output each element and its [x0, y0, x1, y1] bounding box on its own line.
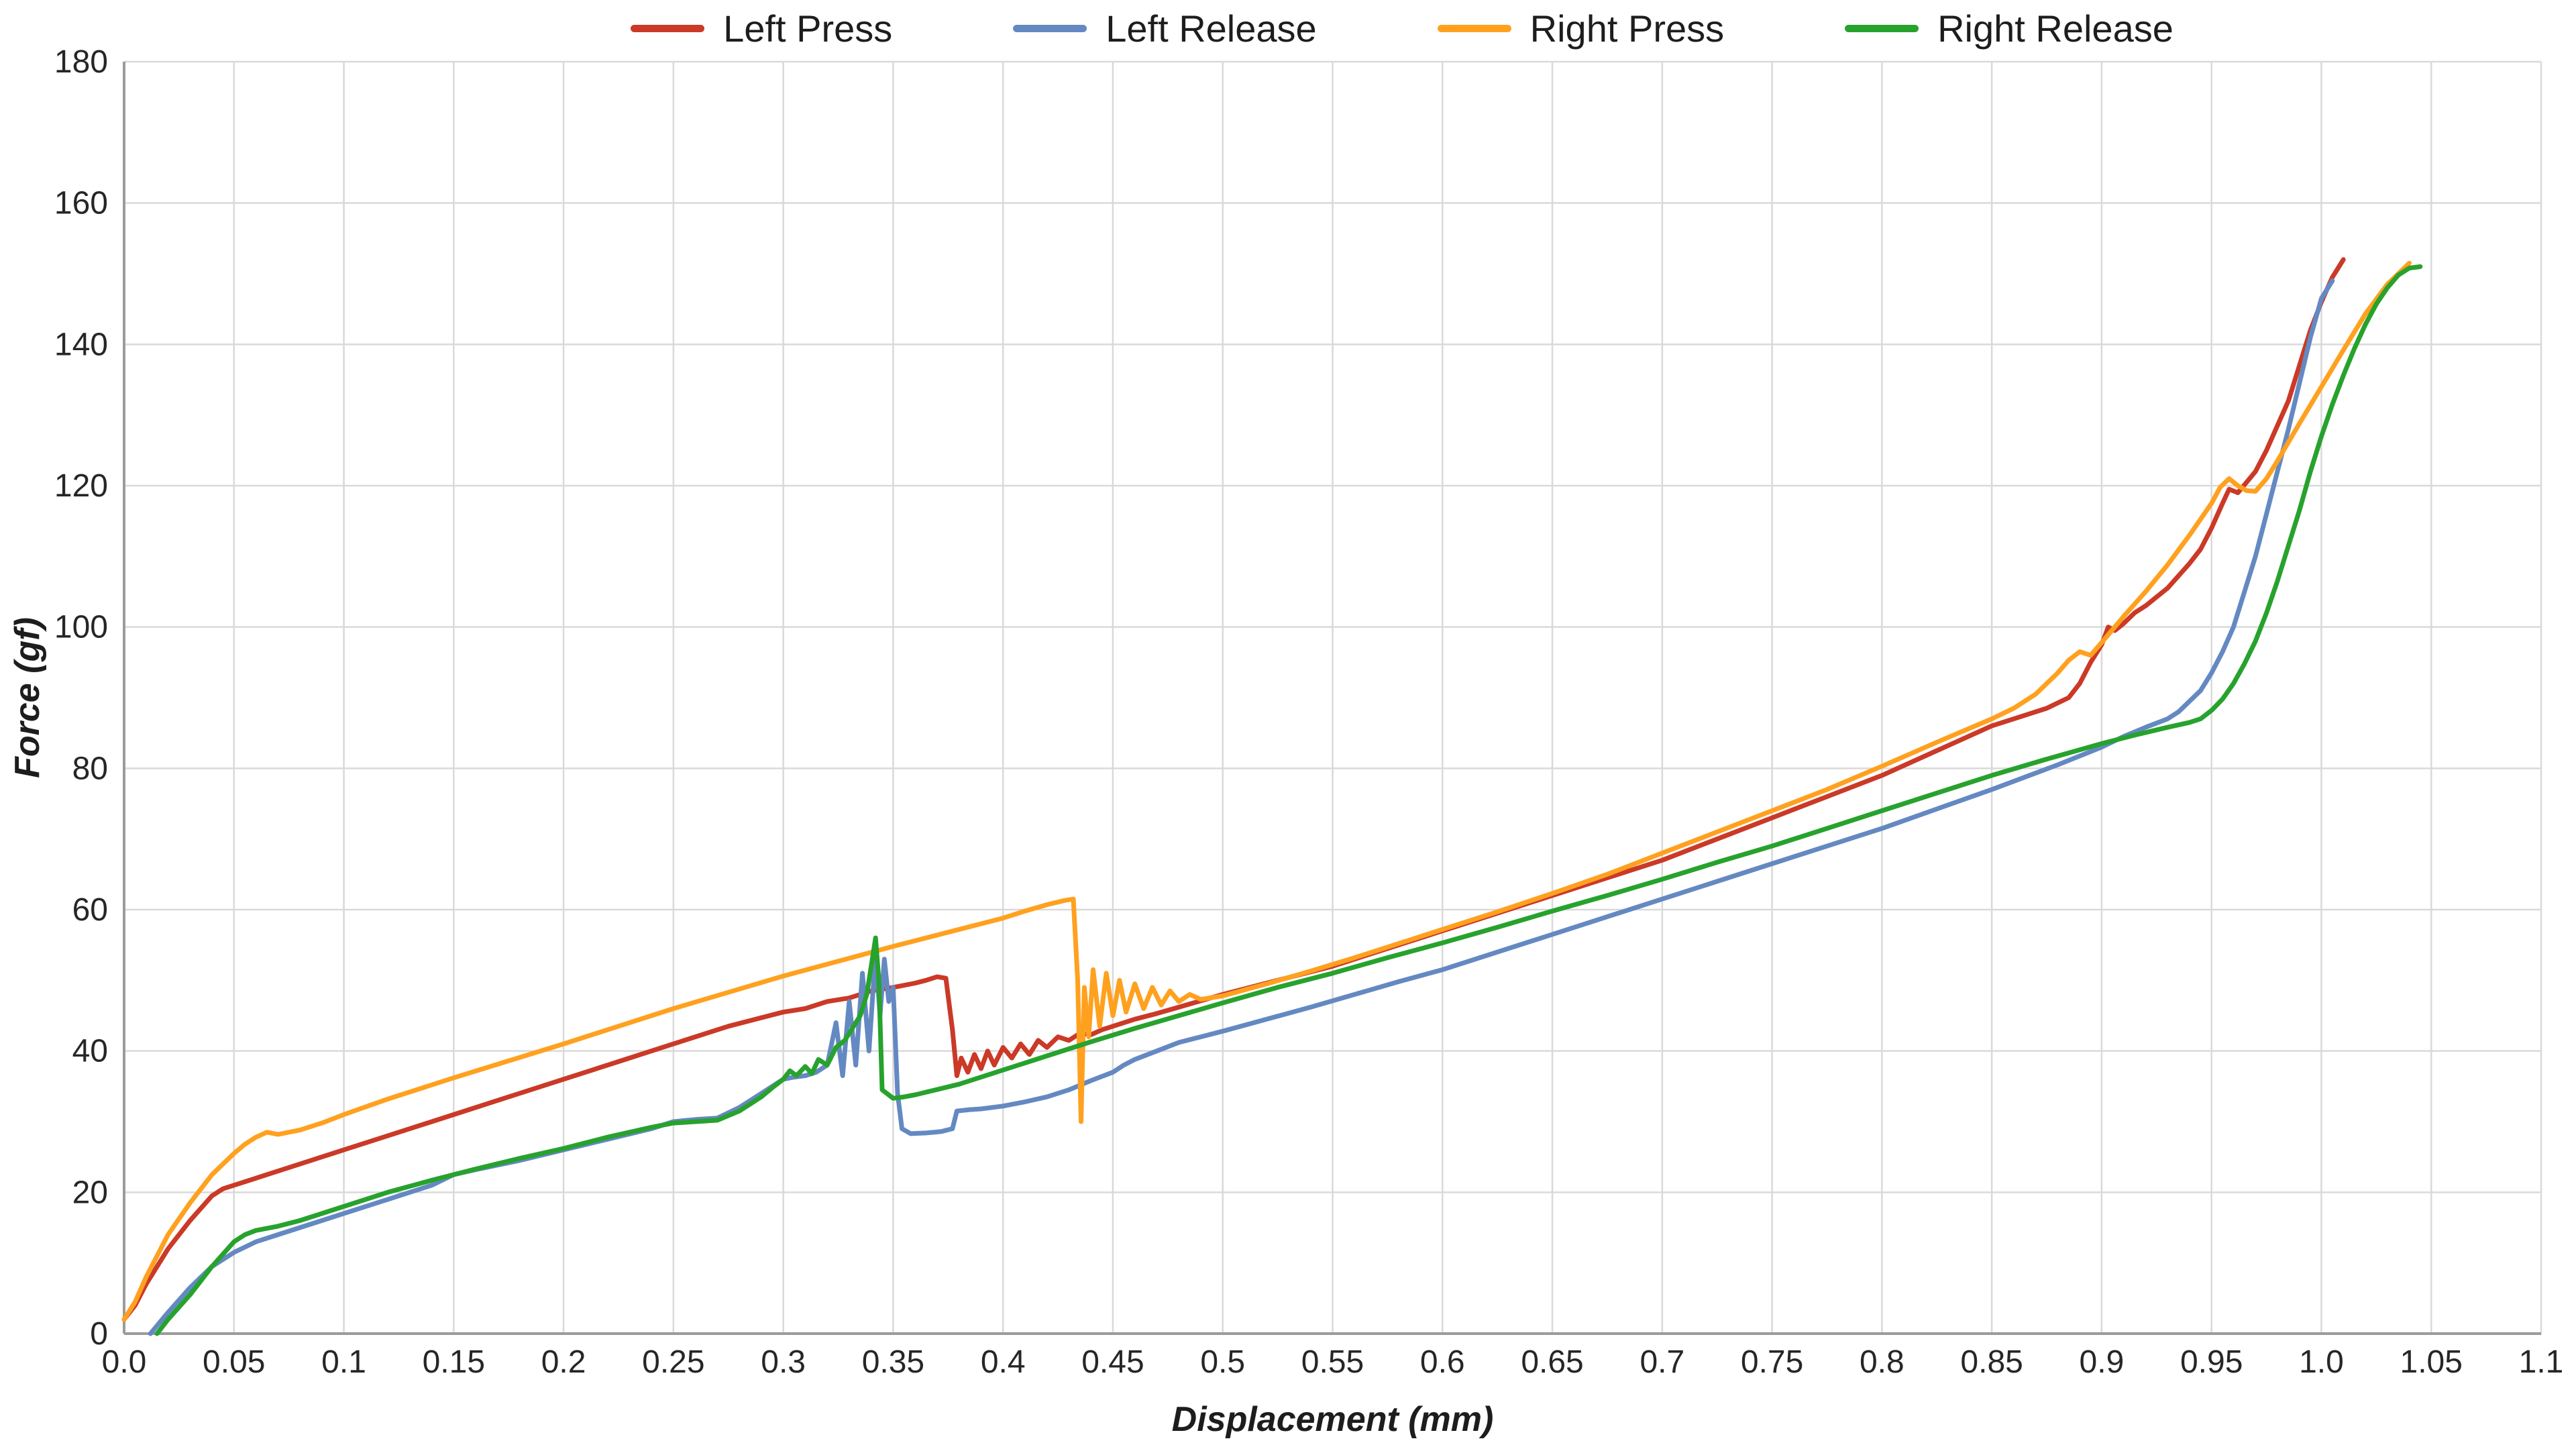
- legend-swatch-left-press: [631, 25, 705, 32]
- x-tick-label: 1.05: [2400, 1344, 2463, 1380]
- x-tick-label: 0.5: [1200, 1344, 1245, 1380]
- series-line-right-release: [154, 264, 2423, 1336]
- axis-lines: [123, 62, 2541, 1335]
- x-tick-label: 0.85: [1960, 1344, 2023, 1380]
- x-tick-label: 0.6: [1420, 1344, 1465, 1380]
- x-tick-label: 0.0: [102, 1344, 147, 1380]
- x-tick-label: 1.1: [2519, 1344, 2564, 1380]
- x-tick-label: 0.4: [981, 1344, 1026, 1380]
- x-tick-label: 0.2: [541, 1344, 586, 1380]
- x-tick-label: 0.15: [423, 1344, 485, 1380]
- x-tick-label: 0.05: [203, 1344, 265, 1380]
- legend-item-right-release[interactable]: Right Release: [1845, 7, 2174, 50]
- x-tick-label: 0.75: [1741, 1344, 1803, 1380]
- y-tick-label: 120: [54, 468, 108, 504]
- legend-label-left-release: Left Release: [1106, 7, 1317, 50]
- y-tick-label: 40: [72, 1034, 108, 1069]
- y-axis-title: Force (gf): [8, 617, 48, 778]
- x-axis-tick-labels: 0.0 0.05 0.1 0.15 0.2 0.25 0.3 0.35 0.4 0.45 0.5 0.…: [102, 1344, 2564, 1380]
- y-tick-label: 0: [90, 1316, 108, 1352]
- y-tick-label: 60: [72, 892, 108, 928]
- series-lines: [121, 257, 2423, 1336]
- y-tick-label: 20: [72, 1175, 108, 1210]
- y-tick-label: 80: [72, 751, 108, 786]
- y-tick-label: 160: [54, 186, 108, 221]
- chart-legend: Left Press Left Release Right Press Right R…: [114, 7, 2576, 50]
- legend-swatch-right-release: [1845, 25, 1919, 32]
- y-axis-title-box: Force (gf): [4, 62, 51, 1334]
- x-tick-label: 0.8: [1860, 1344, 1904, 1380]
- x-tick-label: 0.7: [1640, 1344, 1684, 1380]
- x-tick-label: 0.95: [2180, 1344, 2243, 1380]
- legend-label-right-press: Right Press: [1529, 7, 1725, 50]
- series-line-right-press: [121, 260, 2412, 1322]
- x-tick-label: 0.45: [1081, 1344, 1144, 1380]
- legend-label-left-press: Left Press: [723, 7, 893, 50]
- legend-swatch-left-release: [1013, 25, 1087, 32]
- series-line-left-release: [148, 278, 2335, 1336]
- x-axis-title: Displacement (mm): [1171, 1400, 1494, 1439]
- x-tick-label: 0.25: [642, 1344, 704, 1380]
- y-axis-tick-labels: 0 20 40 60 80 100 120 140 160 180: [54, 44, 108, 1352]
- legend-item-left-press[interactable]: Left Press: [631, 7, 892, 50]
- gridlines: [124, 60, 2542, 1334]
- x-tick-label: 0.9: [2080, 1344, 2125, 1380]
- legend-item-right-press[interactable]: Right Press: [1437, 7, 1725, 50]
- y-tick-label: 180: [54, 44, 108, 80]
- legend-item-left-release[interactable]: Left Release: [1013, 7, 1317, 50]
- x-tick-label: 0.35: [862, 1344, 924, 1380]
- x-tick-label: 0.3: [761, 1344, 806, 1380]
- x-tick-label: 0.55: [1301, 1344, 1364, 1380]
- y-tick-label: 140: [54, 327, 108, 362]
- legend-label-right-release: Right Release: [1937, 7, 2174, 50]
- x-tick-label: 0.65: [1521, 1344, 1583, 1380]
- legend-swatch-right-press: [1437, 25, 1511, 32]
- x-tick-label: 0.1: [321, 1344, 366, 1380]
- x-tick-label: 1.0: [2299, 1344, 2344, 1380]
- y-tick-label: 100: [54, 610, 108, 645]
- series-line-left-press: [121, 257, 2346, 1322]
